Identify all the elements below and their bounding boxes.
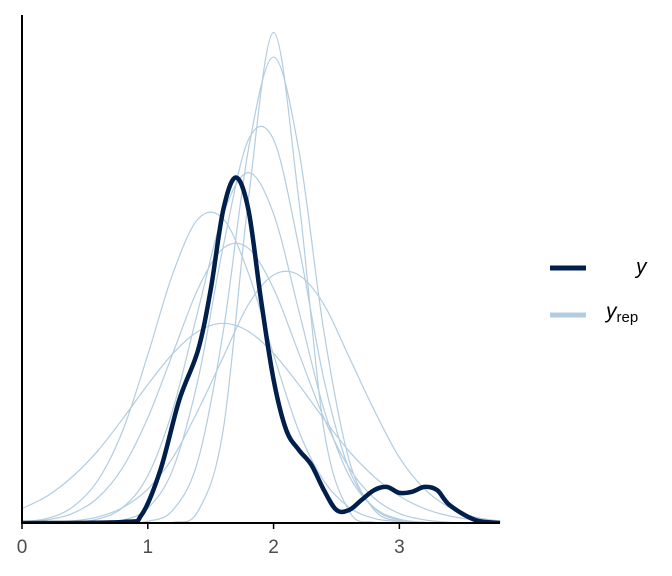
legend-label: y (634, 256, 648, 279)
legend-label: yrep (604, 300, 638, 326)
plot-area (22, 31, 501, 523)
x-tick-label: 2 (268, 537, 279, 558)
x-tick-label: 3 (394, 537, 405, 558)
legend: y yrep (550, 256, 648, 326)
yrep-density (22, 242, 501, 523)
y-density (22, 175, 501, 523)
yrep-density (22, 31, 500, 523)
yrep-density (22, 211, 500, 523)
yrep-density (22, 172, 500, 523)
legend-label: y (604, 300, 618, 323)
legend-subscript: rep (617, 309, 639, 326)
x-tick-label: 1 (143, 537, 154, 558)
x-tick-label: 0 (17, 537, 28, 558)
yrep-density (22, 322, 501, 523)
